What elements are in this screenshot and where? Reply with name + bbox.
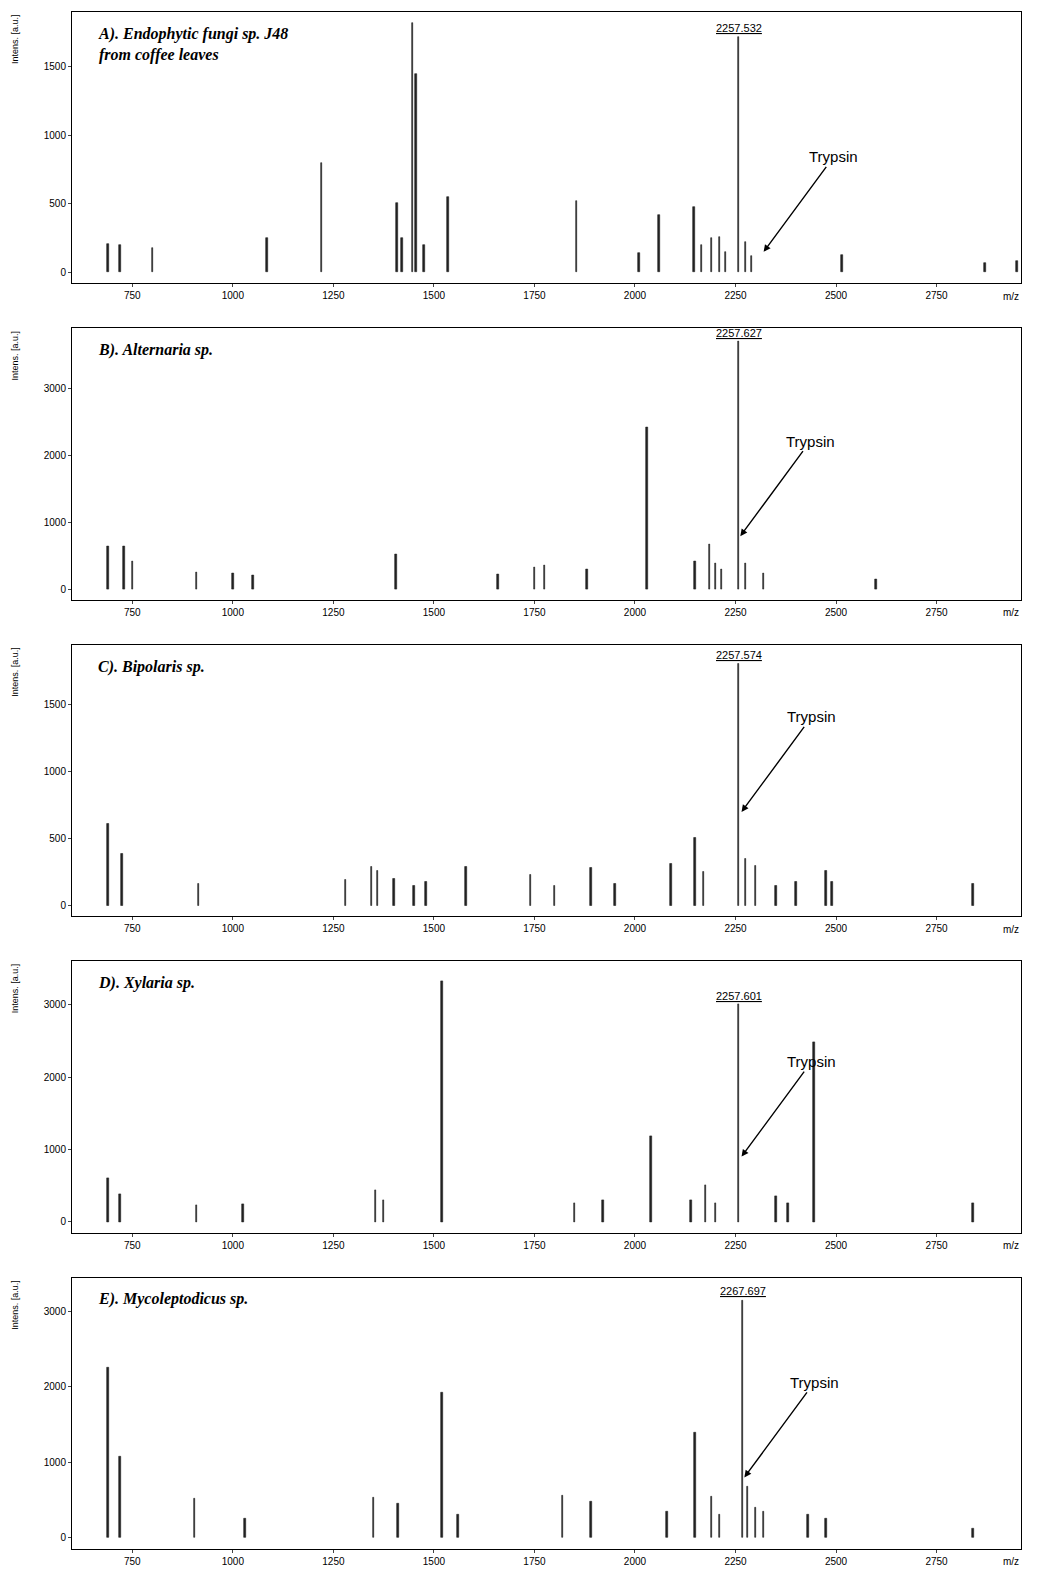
- svg-text:1000: 1000: [222, 290, 245, 301]
- svg-text:2500: 2500: [825, 923, 848, 934]
- svg-text:2750: 2750: [925, 290, 948, 301]
- svg-text:1750: 1750: [523, 1240, 546, 1251]
- svg-text:2257.574: 2257.574: [716, 649, 762, 661]
- svg-text:m/z: m/z: [1003, 1240, 1019, 1251]
- svg-text:1250: 1250: [322, 1556, 345, 1567]
- svg-text:1000: 1000: [222, 1556, 245, 1567]
- svg-text:1250: 1250: [322, 290, 345, 301]
- svg-text:Intens. [a.u.]: Intens. [a.u.]: [10, 15, 20, 65]
- svg-text:D). Xylaria sp.: D). Xylaria sp.: [98, 974, 195, 992]
- svg-text:1500: 1500: [423, 923, 446, 934]
- svg-text:2500: 2500: [825, 607, 848, 618]
- svg-text:3000: 3000: [44, 383, 67, 394]
- svg-text:2500: 2500: [825, 1240, 848, 1251]
- svg-text:1000: 1000: [44, 1457, 67, 1468]
- svg-text:2750: 2750: [925, 1240, 948, 1251]
- svg-text:2500: 2500: [825, 1556, 848, 1567]
- svg-text:2250: 2250: [724, 607, 747, 618]
- svg-text:2000: 2000: [624, 923, 647, 934]
- svg-text:Trypsin: Trypsin: [787, 708, 836, 725]
- svg-text:B). Alternaria sp.: B). Alternaria sp.: [98, 341, 213, 359]
- svg-text:2000: 2000: [44, 1381, 67, 1392]
- svg-text:m/z: m/z: [1003, 1556, 1019, 1567]
- svg-text:500: 500: [49, 833, 66, 844]
- svg-text:1750: 1750: [523, 607, 546, 618]
- svg-text:1250: 1250: [322, 607, 345, 618]
- svg-text:m/z: m/z: [1003, 607, 1019, 618]
- svg-text:1750: 1750: [523, 923, 546, 934]
- svg-text:2750: 2750: [925, 923, 948, 934]
- svg-text:Intens. [a.u.]: Intens. [a.u.]: [10, 331, 20, 381]
- svg-text:1500: 1500: [44, 61, 67, 72]
- svg-text:A). Endophytic fungi sp. J48fr: A). Endophytic fungi sp. J48from coffee …: [98, 25, 288, 64]
- svg-text:750: 750: [124, 290, 141, 301]
- svg-text:1000: 1000: [222, 607, 245, 618]
- svg-text:1000: 1000: [222, 923, 245, 934]
- svg-text:2000: 2000: [624, 1240, 647, 1251]
- svg-text:1000: 1000: [44, 130, 67, 141]
- svg-text:m/z: m/z: [1003, 924, 1019, 935]
- svg-text:0: 0: [60, 900, 66, 911]
- svg-text:1250: 1250: [322, 923, 345, 934]
- svg-text:2250: 2250: [724, 1240, 747, 1251]
- svg-text:1000: 1000: [44, 766, 67, 777]
- svg-text:2750: 2750: [925, 1556, 948, 1567]
- svg-text:750: 750: [124, 607, 141, 618]
- svg-text:3000: 3000: [44, 999, 67, 1010]
- svg-text:750: 750: [124, 923, 141, 934]
- svg-text:2267.697: 2267.697: [720, 1285, 766, 1297]
- svg-text:750: 750: [124, 1556, 141, 1567]
- svg-text:2000: 2000: [624, 1556, 647, 1567]
- svg-text:1500: 1500: [423, 607, 446, 618]
- svg-text:m/z: m/z: [1003, 291, 1019, 302]
- svg-text:500: 500: [49, 198, 66, 209]
- svg-text:1500: 1500: [423, 290, 446, 301]
- svg-text:0: 0: [60, 1532, 66, 1543]
- svg-text:0: 0: [60, 584, 66, 595]
- svg-text:2000: 2000: [44, 1072, 67, 1083]
- svg-text:1000: 1000: [44, 1144, 67, 1155]
- svg-text:Trypsin: Trypsin: [786, 433, 835, 450]
- svg-text:Intens. [a.u.]: Intens. [a.u.]: [10, 964, 20, 1014]
- svg-text:2000: 2000: [624, 607, 647, 618]
- svg-text:3000: 3000: [44, 1306, 67, 1317]
- svg-text:2500: 2500: [825, 290, 848, 301]
- svg-text:2000: 2000: [44, 450, 67, 461]
- svg-text:2750: 2750: [925, 607, 948, 618]
- svg-text:1750: 1750: [523, 1556, 546, 1567]
- svg-text:2250: 2250: [724, 923, 747, 934]
- svg-text:1000: 1000: [222, 1240, 245, 1251]
- svg-text:2257.627: 2257.627: [716, 327, 762, 339]
- svg-text:1000: 1000: [44, 517, 67, 528]
- svg-text:1500: 1500: [423, 1556, 446, 1567]
- svg-text:C). Bipolaris sp.: C). Bipolaris sp.: [98, 658, 205, 676]
- svg-text:1750: 1750: [523, 290, 546, 301]
- svg-text:0: 0: [60, 1216, 66, 1227]
- svg-text:Trypsin: Trypsin: [809, 148, 858, 165]
- svg-text:E). Mycoleptodicus sp.: E). Mycoleptodicus sp.: [98, 1290, 248, 1308]
- svg-text:Intens. [a.u.]: Intens. [a.u.]: [10, 647, 20, 697]
- svg-text:750: 750: [124, 1240, 141, 1251]
- svg-text:Trypsin: Trypsin: [787, 1053, 836, 1070]
- svg-text:Trypsin: Trypsin: [790, 1374, 839, 1391]
- svg-text:2250: 2250: [724, 1556, 747, 1567]
- svg-text:2000: 2000: [624, 290, 647, 301]
- svg-text:1500: 1500: [44, 699, 67, 710]
- svg-text:2250: 2250: [724, 290, 747, 301]
- svg-text:1250: 1250: [322, 1240, 345, 1251]
- svg-text:Intens. [a.u.]: Intens. [a.u.]: [10, 1280, 20, 1330]
- svg-text:2257.532: 2257.532: [716, 22, 762, 34]
- svg-text:1500: 1500: [423, 1240, 446, 1251]
- svg-text:2257.601: 2257.601: [716, 990, 762, 1002]
- svg-text:0: 0: [60, 267, 66, 278]
